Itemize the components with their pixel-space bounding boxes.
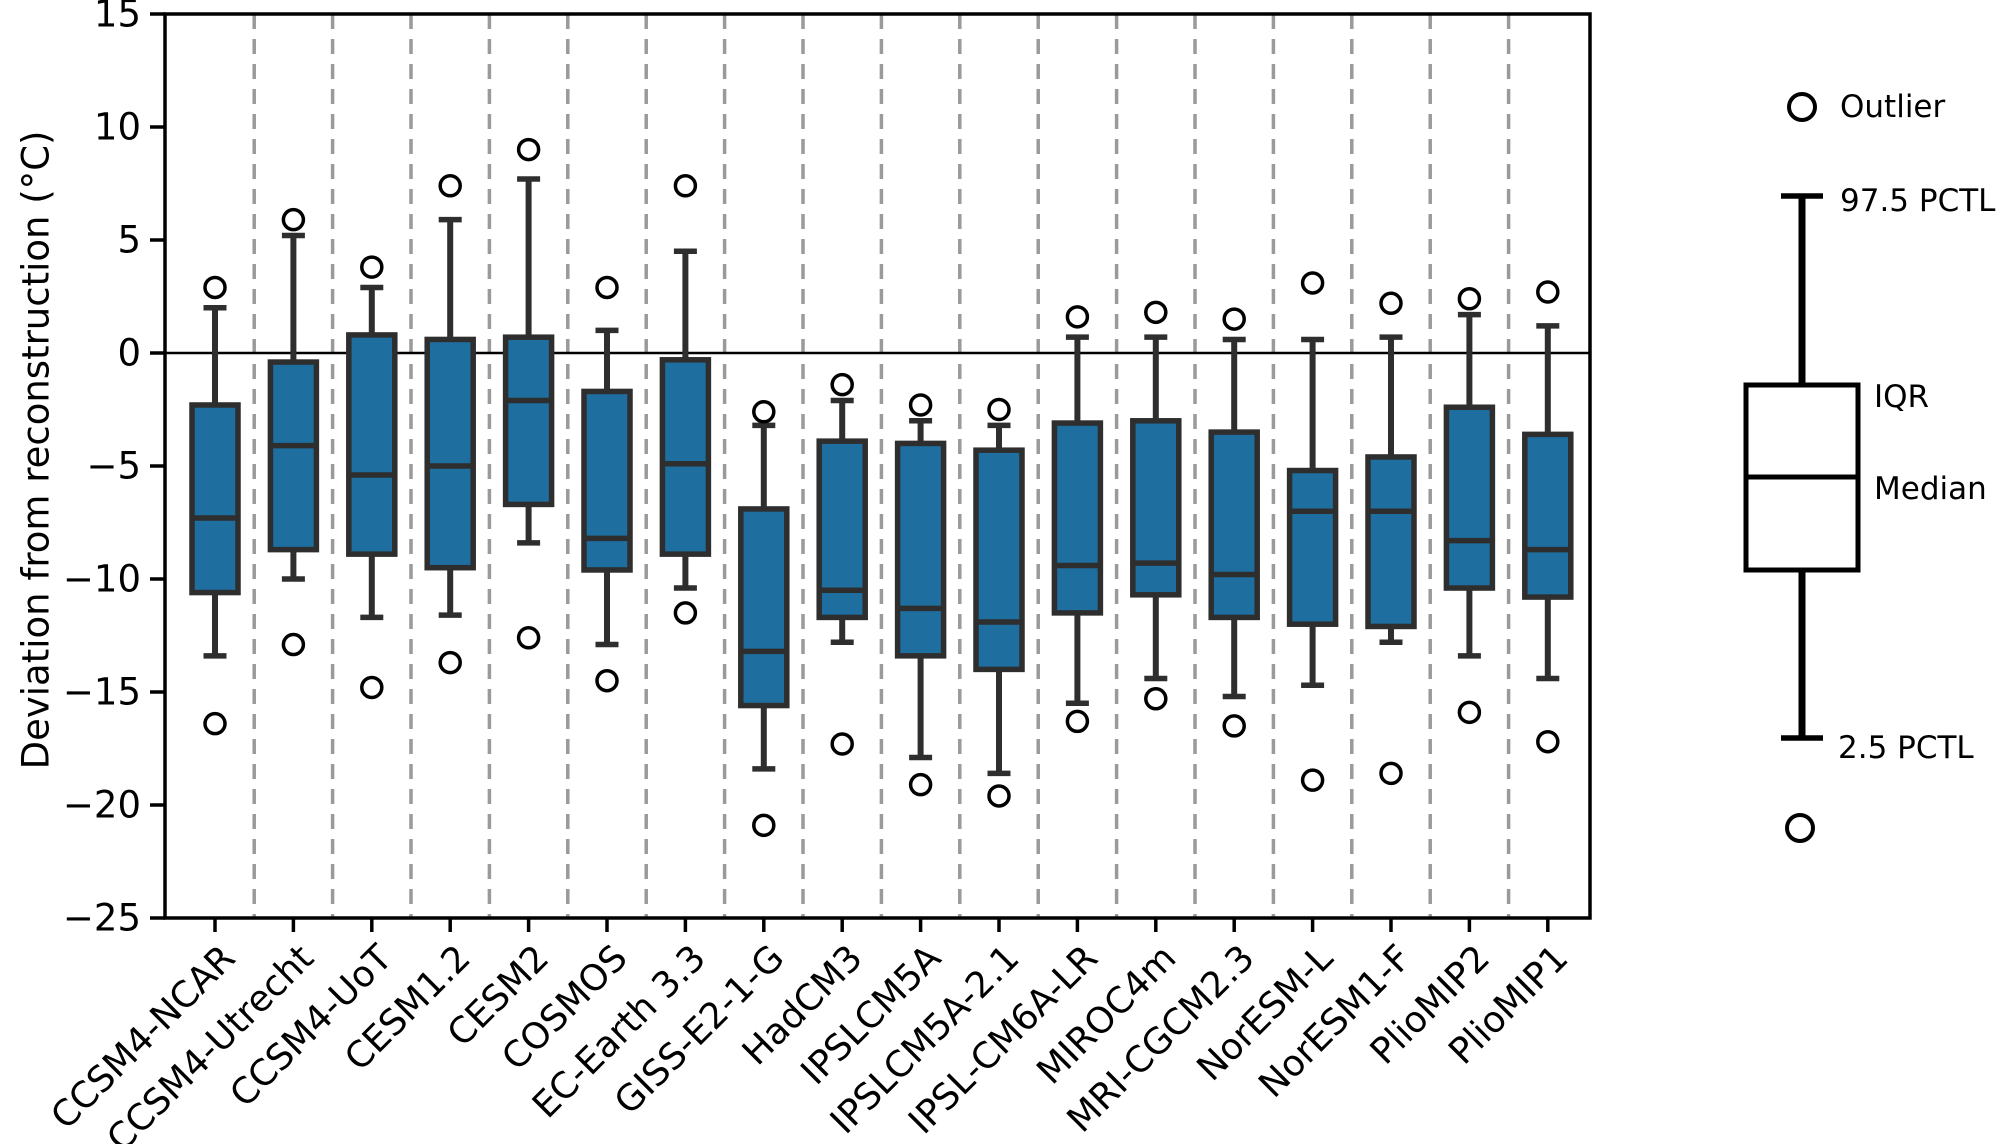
outlier-marker — [830, 732, 854, 756]
y-tick-label: −20 — [63, 784, 141, 827]
iqr-box-MRI-CGCM2.3 — [1208, 429, 1260, 621]
outlier-marker — [752, 813, 776, 838]
outlier-marker — [1065, 709, 1090, 734]
y-tick-label: −15 — [63, 671, 141, 714]
outlier-marker — [830, 372, 854, 397]
outlier-marker — [908, 393, 933, 417]
outlier-marker — [1536, 729, 1560, 754]
outlier-marker — [908, 772, 933, 797]
outlier-marker — [1379, 291, 1403, 316]
outlier-marker — [281, 632, 306, 657]
outlier-marker — [281, 207, 306, 232]
outlier-marker — [516, 626, 541, 650]
legend-iqr-label: IQR — [1874, 379, 1929, 415]
outlier-marker — [1457, 700, 1482, 725]
outlier-marker — [1536, 280, 1560, 304]
y-tick-label: −5 — [86, 445, 141, 488]
outlier-marker — [673, 174, 698, 198]
outlier-marker — [203, 711, 227, 736]
outlier-marker — [1300, 768, 1325, 792]
outlier-marker — [203, 275, 227, 300]
outlier-marker — [1144, 687, 1168, 711]
iqr-box-CCSM4-Utrecht — [267, 359, 320, 553]
y-tick-label: 15 — [94, 0, 141, 36]
iqr-box-CESM2 — [502, 334, 555, 508]
legend-outlier-bottom-icon — [1785, 813, 1815, 843]
outlier-marker — [360, 675, 384, 700]
legend-upper-whisker-label: 97.5 PCTL — [1840, 183, 1996, 219]
outlier-marker — [595, 668, 619, 693]
outlier-marker — [1457, 287, 1482, 311]
legend-lower-whisker-label: 2.5 PCTL — [1838, 730, 1974, 766]
iqr-box-CCSM4-UoT — [346, 332, 398, 557]
outlier-marker — [1144, 300, 1168, 325]
outlier-marker — [987, 397, 1011, 422]
outlier-marker — [1222, 307, 1246, 331]
outlier-marker — [1300, 271, 1325, 295]
iqr-box-NorESM1-F — [1365, 454, 1417, 630]
legend-outlier-icon — [1787, 92, 1817, 122]
iqr-box-PlioMIP2 — [1443, 404, 1496, 591]
iqr-box-CCSM4-NCAR — [189, 402, 241, 596]
y-tick-label: −10 — [63, 558, 141, 601]
iqr-box-EC-Earth 3.3 — [659, 357, 712, 557]
outlier-marker — [595, 275, 619, 300]
iqr-box-IPSLCM5A-2.1 — [973, 447, 1025, 673]
iqr-box-NorESM-L — [1286, 467, 1339, 627]
iqr-box-MIROC4m — [1130, 418, 1182, 598]
iqr-box-CESM1.2 — [424, 336, 476, 571]
iqr-box-IPSL-CM6A-LR — [1051, 420, 1104, 616]
outlier-marker — [1065, 305, 1090, 329]
y-axis-title: Deviation from reconstruction (°C) — [15, 131, 58, 770]
iqr-box-COSMOS — [581, 388, 633, 573]
outlier-marker — [987, 784, 1011, 808]
legend-outlier-label: Outlier — [1840, 89, 1946, 125]
outlier-marker — [1379, 761, 1403, 786]
iqr-box-PlioMIP1 — [1522, 431, 1574, 600]
outlier-marker — [1222, 714, 1246, 738]
iqr-box-IPSLCM5A — [894, 440, 947, 659]
y-tick-label: −25 — [63, 897, 141, 940]
y-tick-label: 0 — [117, 332, 141, 375]
outlier-marker — [673, 601, 698, 625]
y-tick-label: 10 — [94, 106, 141, 149]
legend-median-label: Median — [1874, 471, 1987, 507]
outlier-marker — [438, 174, 462, 198]
outlier-marker — [438, 650, 462, 675]
outlier-marker — [516, 137, 541, 162]
outlier-marker — [360, 255, 384, 279]
y-tick-label: 5 — [117, 219, 141, 262]
iqr-box-GISS-E2-1-G — [738, 506, 790, 709]
outlier-marker — [752, 400, 776, 424]
